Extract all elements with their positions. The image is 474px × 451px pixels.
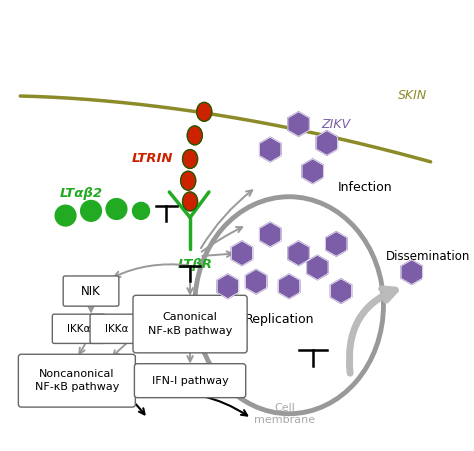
Polygon shape	[307, 255, 328, 280]
Text: IFN-I pathway: IFN-I pathway	[152, 376, 228, 386]
Ellipse shape	[197, 102, 212, 121]
Text: LTαβ2: LTαβ2	[60, 188, 103, 200]
Text: Dissemination: Dissemination	[386, 250, 470, 262]
FancyBboxPatch shape	[52, 314, 105, 343]
Circle shape	[106, 198, 127, 219]
Polygon shape	[401, 260, 422, 285]
Text: SKIN: SKIN	[398, 89, 427, 102]
Text: ZIKV: ZIKV	[322, 118, 351, 131]
Polygon shape	[260, 137, 281, 162]
Polygon shape	[260, 222, 281, 247]
Text: Infection: Infection	[337, 181, 392, 194]
Polygon shape	[217, 274, 238, 299]
Text: Cell
membrane: Cell membrane	[254, 402, 315, 425]
Ellipse shape	[181, 171, 196, 190]
Circle shape	[81, 201, 101, 221]
Text: LTRIN: LTRIN	[132, 152, 173, 166]
Polygon shape	[246, 269, 267, 294]
Polygon shape	[316, 131, 337, 155]
Polygon shape	[288, 112, 309, 136]
FancyBboxPatch shape	[133, 295, 247, 353]
Text: Replication: Replication	[245, 313, 314, 326]
Ellipse shape	[182, 150, 198, 168]
Text: IKKα: IKKα	[105, 324, 128, 334]
Text: LTβR: LTβR	[177, 258, 212, 271]
Circle shape	[133, 202, 149, 219]
Polygon shape	[326, 232, 347, 256]
Polygon shape	[330, 279, 352, 304]
Polygon shape	[231, 241, 253, 266]
Polygon shape	[302, 159, 323, 184]
Text: Noncanonical
NF-κB pathway: Noncanonical NF-κB pathway	[35, 369, 119, 392]
FancyBboxPatch shape	[135, 364, 246, 398]
Text: IKKα: IKKα	[67, 324, 91, 334]
FancyBboxPatch shape	[18, 354, 136, 407]
Circle shape	[55, 205, 76, 226]
FancyBboxPatch shape	[63, 276, 119, 306]
Text: NIK: NIK	[81, 285, 101, 298]
Ellipse shape	[187, 126, 202, 145]
Ellipse shape	[182, 192, 198, 211]
Polygon shape	[279, 274, 300, 299]
FancyBboxPatch shape	[90, 314, 143, 343]
Text: Canonical
NF-κB pathway: Canonical NF-κB pathway	[148, 313, 232, 336]
Polygon shape	[288, 241, 309, 266]
